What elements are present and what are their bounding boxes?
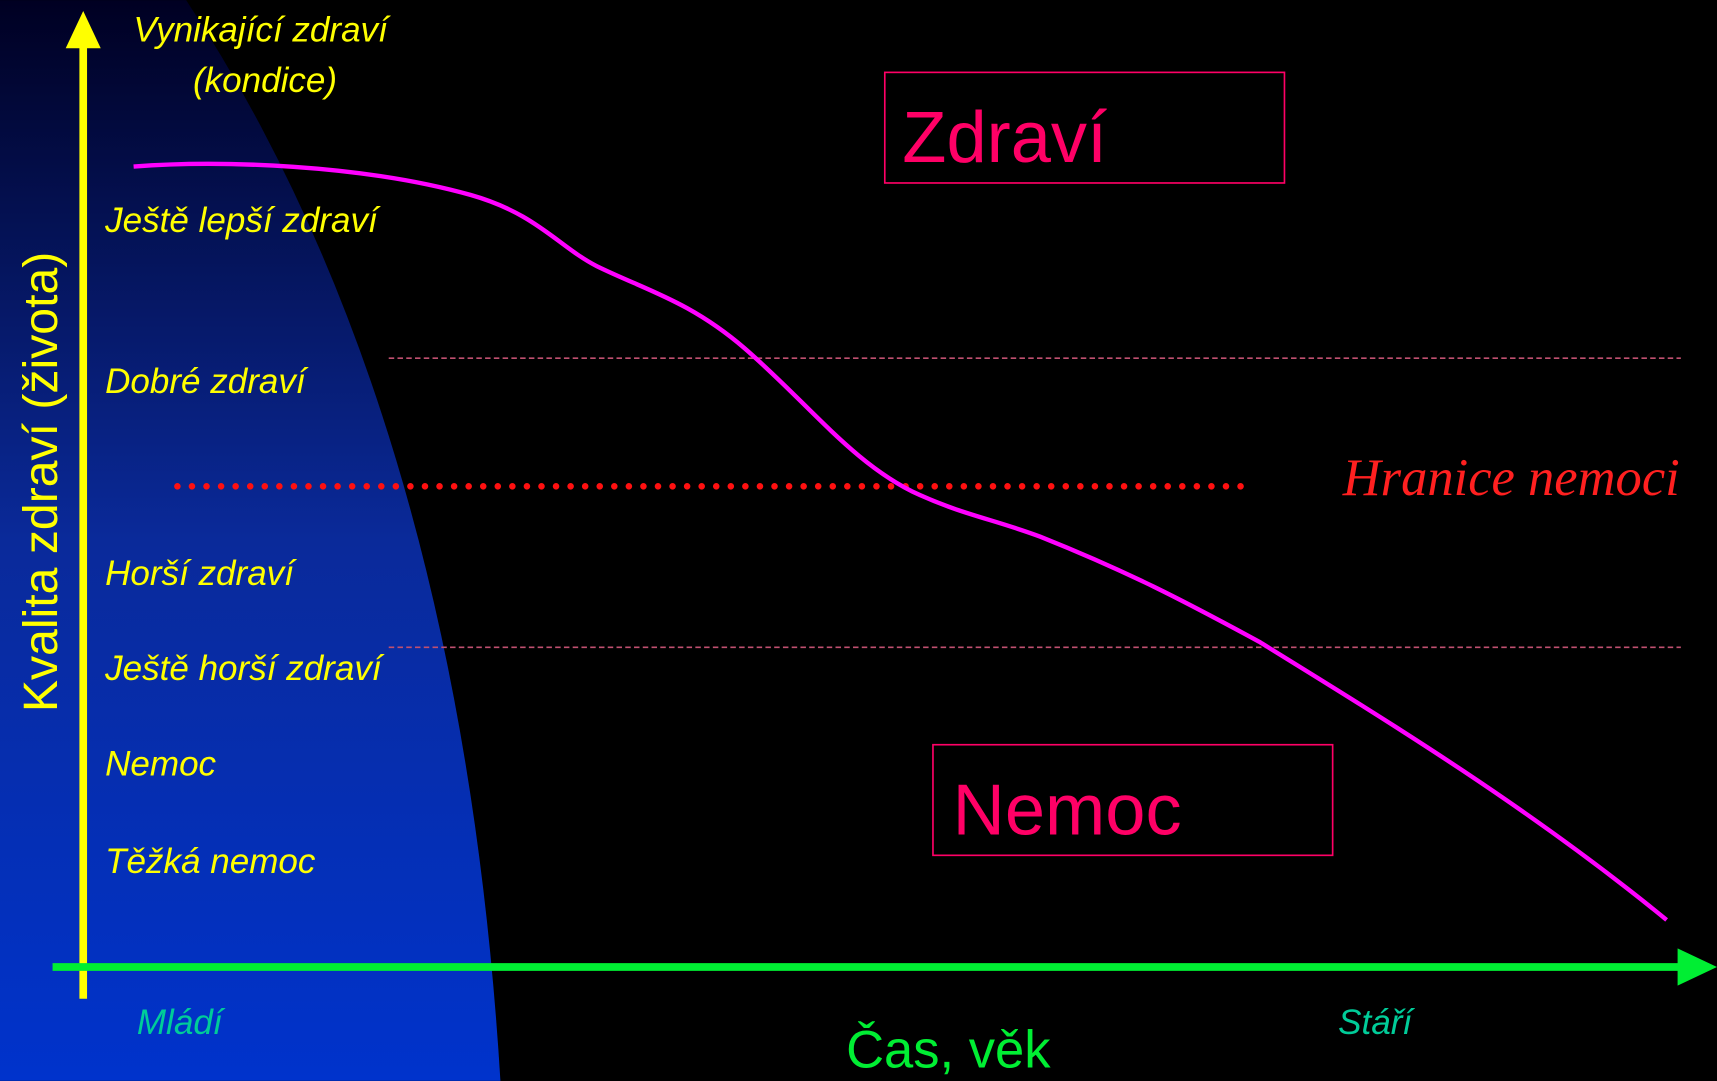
level: Dobré zdraví [105, 362, 309, 401]
level: Nemoc [105, 744, 216, 783]
box-label: Nemoc [953, 771, 1182, 851]
threshold-label: Hranice nemoci [1342, 449, 1680, 507]
level: Těžká nemoc [105, 842, 316, 881]
x-start-label: Mládí [137, 1003, 226, 1042]
health-curve [133, 161, 1669, 922]
level: Ještě horší zdraví [104, 649, 385, 688]
level: Ještě lepší zdraví [104, 201, 381, 240]
x-axis-label: Čas, věk [846, 1021, 1051, 1080]
level: Horší zdraví [105, 554, 297, 593]
top-level: Vynikající zdraví [133, 11, 391, 50]
box-label: Zdraví [902, 98, 1107, 178]
x-end-label: Stáří [1338, 1003, 1415, 1042]
top-level: (kondice) [193, 61, 337, 100]
box [932, 743, 1334, 857]
x-axis-arrow [1677, 948, 1717, 986]
y-axis-arrow [65, 11, 101, 49]
y-axis-label: Kvalita zdraví (života) [14, 252, 68, 712]
box [883, 71, 1286, 184]
youth-region [0, 0, 501, 1081]
